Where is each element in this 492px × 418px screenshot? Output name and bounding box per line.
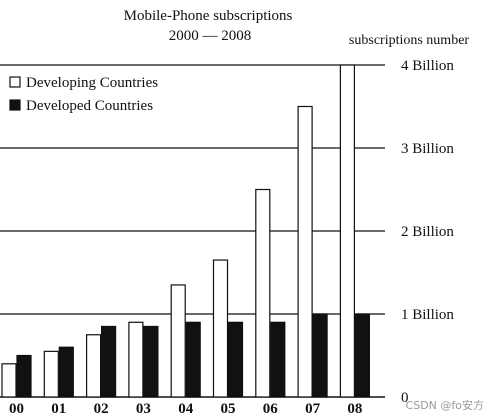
bar-developed-07 [312,313,328,398]
bar-developing-01 [43,350,59,398]
x-tick-label: 01 [51,401,66,417]
bar-developing-06 [255,188,271,398]
bar-developed-01 [58,346,74,398]
y-tick-label: 0 [401,390,409,406]
bar-developing-00 [1,363,17,398]
bars [1,64,370,398]
legend: Developing Countries Developed Countries [9,75,158,114]
x-tick-label: 04 [178,401,194,417]
x-tick-label: 07 [305,401,321,417]
legend-swatch-developed [9,99,21,111]
bar-developed-00 [16,354,32,398]
y-axis-label: subscriptions number [349,33,469,48]
bar-developed-06 [270,321,286,398]
legend-label-developed: Developed Countries [26,98,153,114]
bar-developed-03 [143,325,159,398]
y-tick-labels: 0 1 Billion 2 Billion 3 Billion 4 Billion [401,58,454,406]
bar-developed-02 [100,325,117,398]
y-tick-label: 2 Billion [401,224,454,240]
bar-developed-05 [227,321,244,398]
bar-developing-04 [170,284,186,398]
bar-developing-05 [212,259,229,398]
legend-swatch-developing [9,76,21,88]
bar-developing-02 [85,334,102,398]
y-tick-label: 4 Billion [401,58,454,74]
x-tick-label: 08 [347,401,362,417]
bar-developed-04 [185,321,201,398]
watermark: CSDN @fo安方 [406,398,484,412]
bar-developing-08 [339,64,355,398]
bar-developing-03 [128,321,144,398]
x-tick-label: 06 [263,401,279,417]
x-tick-labels: 00 01 02 03 04 05 06 07 08 [9,401,362,417]
bar-developing-07 [297,105,313,398]
x-tick-label: 05 [221,401,236,417]
bar-developed-08 [354,313,370,398]
chart-title: Mobile-Phone subscriptions [124,8,293,24]
y-tick-label: 3 Billion [401,141,454,157]
x-tick-label: 02 [94,401,109,417]
y-tick-label: 1 Billion [401,307,454,323]
x-tick-label: 03 [136,401,151,417]
chart-subtitle: 2000 — 2008 [169,28,252,44]
legend-label-developing: Developing Countries [26,75,158,91]
x-tick-label: 00 [9,401,24,417]
